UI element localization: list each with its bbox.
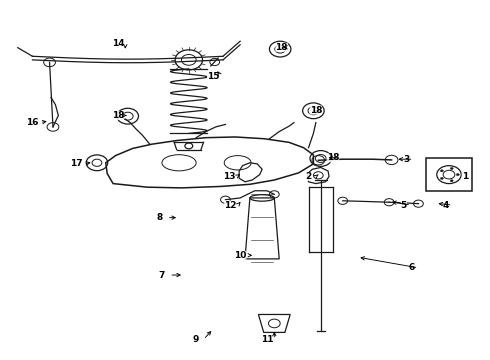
Circle shape bbox=[456, 174, 459, 176]
Text: 5: 5 bbox=[401, 201, 407, 210]
Text: 11: 11 bbox=[261, 335, 273, 344]
Text: 9: 9 bbox=[193, 335, 199, 344]
Circle shape bbox=[450, 167, 453, 170]
Text: 4: 4 bbox=[442, 201, 448, 210]
Text: 12: 12 bbox=[224, 201, 237, 210]
Text: 15: 15 bbox=[207, 72, 220, 81]
Text: 8: 8 bbox=[156, 213, 163, 222]
Text: 17: 17 bbox=[70, 159, 83, 168]
Text: 7: 7 bbox=[159, 270, 165, 279]
Text: 3: 3 bbox=[403, 155, 409, 164]
Text: 16: 16 bbox=[26, 118, 39, 127]
Text: 6: 6 bbox=[408, 264, 414, 273]
Text: 18: 18 bbox=[327, 153, 339, 162]
Text: 1: 1 bbox=[462, 172, 468, 181]
Text: 18: 18 bbox=[310, 105, 322, 114]
Text: 18: 18 bbox=[112, 111, 124, 120]
Circle shape bbox=[441, 170, 443, 172]
Text: 13: 13 bbox=[223, 172, 236, 181]
Text: 14: 14 bbox=[112, 39, 124, 48]
Bar bbox=[426, 158, 472, 191]
Circle shape bbox=[441, 177, 443, 180]
Text: 18: 18 bbox=[275, 43, 288, 52]
Text: 2: 2 bbox=[305, 172, 312, 181]
Circle shape bbox=[450, 180, 453, 182]
Text: 10: 10 bbox=[234, 251, 246, 260]
